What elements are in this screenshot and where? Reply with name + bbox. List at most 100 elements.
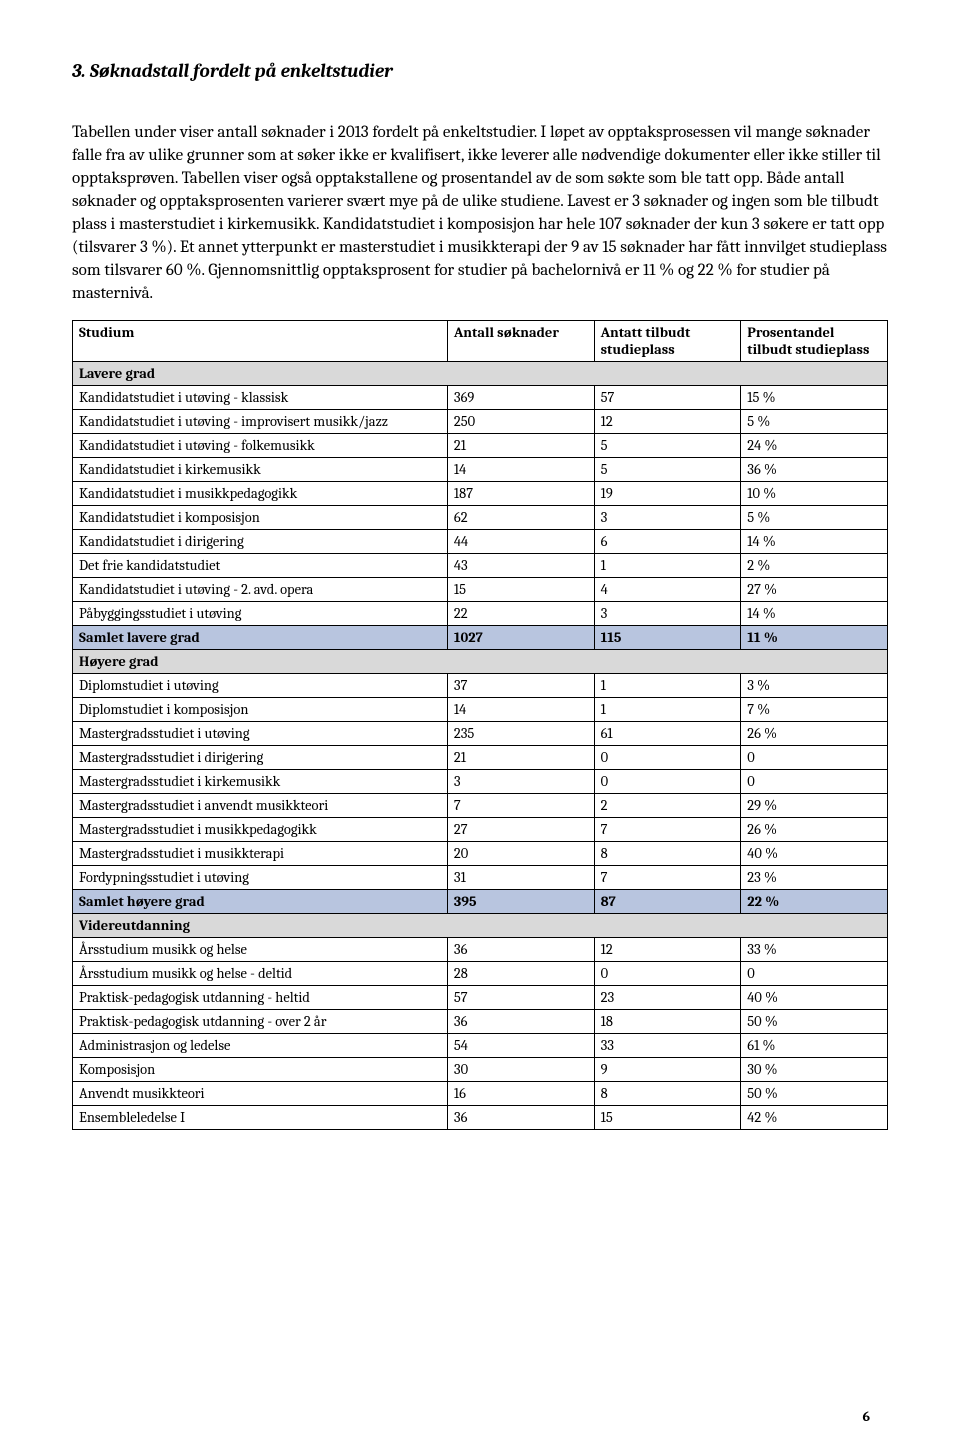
cell-prosent: 29 %: [741, 793, 888, 817]
table-row: Anvendt musikkteori16850 %: [73, 1081, 888, 1105]
cell-studium: Fordypningsstudiet i utøving: [73, 865, 448, 889]
cell-prosent: 0: [741, 961, 888, 985]
cell-studium: Mastergradsstudiet i dirigering: [73, 745, 448, 769]
cell-tilbudt: 0: [594, 745, 741, 769]
cell-studium: Kandidatstudiet i utøving - 2. avd. oper…: [73, 577, 448, 601]
cell-tilbudt: 12: [594, 409, 741, 433]
cell-soknader: 250: [447, 409, 594, 433]
cell-soknader: 62: [447, 505, 594, 529]
cell-soknader: 187: [447, 481, 594, 505]
cell-tilbudt: 23: [594, 985, 741, 1009]
cell-studium: Mastergradsstudiet i anvendt musikkteori: [73, 793, 448, 817]
table-row: Mastergradsstudiet i musikkterapi20840 %: [73, 841, 888, 865]
cell-soknader: 43: [447, 553, 594, 577]
cell-soknader: 395: [447, 889, 594, 913]
cell-prosent: 14 %: [741, 601, 888, 625]
cell-soknader: 36: [447, 1105, 594, 1129]
cell-prosent: 36 %: [741, 457, 888, 481]
cell-tilbudt: 9: [594, 1057, 741, 1081]
cell-studium: Kandidatstudiet i utøving - folkemusikk: [73, 433, 448, 457]
cell-prosent: 22 %: [741, 889, 888, 913]
cell-soknader: 21: [447, 433, 594, 457]
section-label: Høyere grad: [73, 649, 888, 673]
cell-prosent: 27 %: [741, 577, 888, 601]
cell-tilbudt: 8: [594, 1081, 741, 1105]
cell-tilbudt: 15: [594, 1105, 741, 1129]
cell-soknader: 44: [447, 529, 594, 553]
cell-soknader: 36: [447, 1009, 594, 1033]
table-row: Kandidatstudiet i utøving - klassisk3695…: [73, 385, 888, 409]
cell-soknader: 15: [447, 577, 594, 601]
cell-prosent: 5 %: [741, 505, 888, 529]
table-row: Det frie kandidatstudiet4312 %: [73, 553, 888, 577]
cell-soknader: 27: [447, 817, 594, 841]
intro-paragraph: Tabellen under viser antall søknader i 2…: [72, 122, 888, 306]
cell-tilbudt: 8: [594, 841, 741, 865]
cell-tilbudt: 1: [594, 673, 741, 697]
table-row: Kandidatstudiet i kirkemusikk14536 %: [73, 457, 888, 481]
table-row: Kandidatstudiet i dirigering44614 %: [73, 529, 888, 553]
table-header-row: Studium Antall søknader Antatt tilbudt s…: [73, 320, 888, 361]
cell-studium: Ensembleledelse I: [73, 1105, 448, 1129]
table-row: Lavere grad: [73, 361, 888, 385]
cell-soknader: 21: [447, 745, 594, 769]
cell-studium: Mastergradsstudiet i utøving: [73, 721, 448, 745]
table-row: Kandidatstudiet i utøving - folkemusikk2…: [73, 433, 888, 457]
cell-tilbudt: 6: [594, 529, 741, 553]
cell-prosent: 15 %: [741, 385, 888, 409]
cell-soknader: 7: [447, 793, 594, 817]
cell-tilbudt: 1: [594, 553, 741, 577]
cell-tilbudt: 4: [594, 577, 741, 601]
cell-soknader: 369: [447, 385, 594, 409]
cell-soknader: 14: [447, 457, 594, 481]
cell-prosent: 24 %: [741, 433, 888, 457]
section-label: Lavere grad: [73, 361, 888, 385]
cell-tilbudt: 0: [594, 961, 741, 985]
cell-prosent: 61 %: [741, 1033, 888, 1057]
table-row: Mastergradsstudiet i utøving2356126 %: [73, 721, 888, 745]
cell-prosent: 23 %: [741, 865, 888, 889]
cell-tilbudt: 2: [594, 793, 741, 817]
cell-prosent: 5 %: [741, 409, 888, 433]
table-row: Diplomstudiet i komposisjon1417 %: [73, 697, 888, 721]
cell-prosent: 50 %: [741, 1009, 888, 1033]
cell-soknader: 20: [447, 841, 594, 865]
cell-prosent: 11 %: [741, 625, 888, 649]
cell-tilbudt: 0: [594, 769, 741, 793]
cell-soknader: 57: [447, 985, 594, 1009]
table-row: Ensembleledelse I361542 %: [73, 1105, 888, 1129]
cell-studium: Praktisk-pedagogisk utdanning - heltid: [73, 985, 448, 1009]
cell-studium: Kandidatstudiet i kirkemusikk: [73, 457, 448, 481]
table-row: Administrasjon og ledelse543361 %: [73, 1033, 888, 1057]
cell-tilbudt: 115: [594, 625, 741, 649]
table-row: Årsstudium musikk og helse - deltid2800: [73, 961, 888, 985]
cell-soknader: 3: [447, 769, 594, 793]
cell-soknader: 28: [447, 961, 594, 985]
cell-prosent: 33 %: [741, 937, 888, 961]
cell-studium: Samlet lavere grad: [73, 625, 448, 649]
cell-soknader: 54: [447, 1033, 594, 1057]
cell-soknader: 16: [447, 1081, 594, 1105]
cell-soknader: 14: [447, 697, 594, 721]
cell-prosent: 42 %: [741, 1105, 888, 1129]
table-row: Mastergradsstudiet i anvendt musikkteori…: [73, 793, 888, 817]
table-row: Praktisk-pedagogisk utdanning - heltid57…: [73, 985, 888, 1009]
cell-soknader: 37: [447, 673, 594, 697]
cell-studium: Årsstudium musikk og helse - deltid: [73, 961, 448, 985]
cell-studium: Påbyggingsstudiet i utøving: [73, 601, 448, 625]
applications-table: Studium Antall søknader Antatt tilbudt s…: [72, 320, 888, 1130]
cell-studium: Komposisjon: [73, 1057, 448, 1081]
table-row: Mastergradsstudiet i musikkpedagogikk277…: [73, 817, 888, 841]
col-header-studium: Studium: [73, 320, 448, 361]
cell-prosent: 26 %: [741, 817, 888, 841]
cell-tilbudt: 87: [594, 889, 741, 913]
cell-tilbudt: 5: [594, 457, 741, 481]
cell-studium: Administrasjon og ledelse: [73, 1033, 448, 1057]
page-number: 6: [862, 1408, 870, 1425]
cell-studium: Mastergradsstudiet i musikkterapi: [73, 841, 448, 865]
cell-prosent: 0: [741, 769, 888, 793]
cell-studium: Kandidatstudiet i komposisjon: [73, 505, 448, 529]
table-row: Kandidatstudiet i komposisjon6235 %: [73, 505, 888, 529]
cell-soknader: 31: [447, 865, 594, 889]
cell-studium: Samlet høyere grad: [73, 889, 448, 913]
